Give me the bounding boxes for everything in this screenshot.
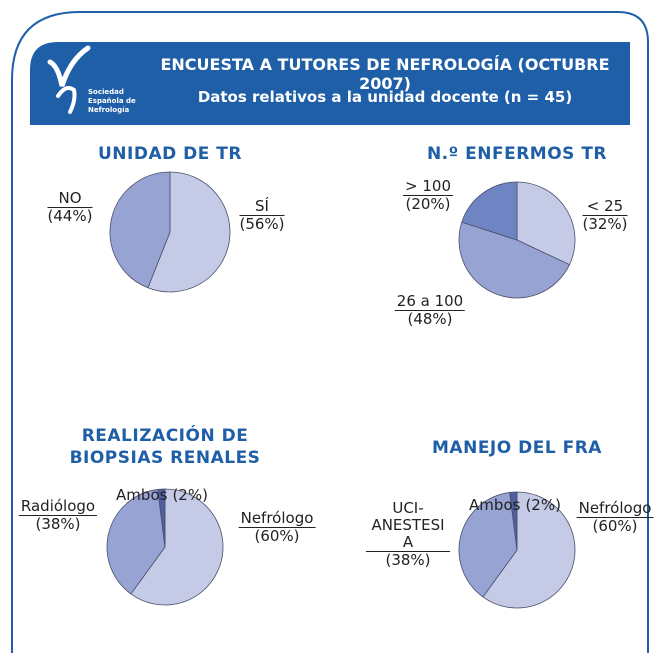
slice-label: SÍ (56%) <box>239 198 285 233</box>
pie-slice <box>461 181 518 241</box>
category-label: UCI-ANESTESIA <box>366 500 450 552</box>
logo-n <box>56 86 77 114</box>
category-label: < 25 <box>582 198 628 216</box>
header-title: ENCUESTA A TUTORES DE NEFROLOGÍA (OCTUBR… <box>160 55 610 93</box>
pie-slice <box>458 221 571 299</box>
pie-slice <box>458 492 518 598</box>
category-label: Nefrólogo <box>238 509 316 528</box>
value-label: (44%) <box>47 207 93 225</box>
pie-slice <box>482 491 576 609</box>
category-label: Ambos <box>469 496 521 514</box>
logo-text: Española de <box>88 97 136 105</box>
pie-slice <box>157 488 166 548</box>
value-label: (48%) <box>407 310 453 328</box>
frame <box>11 11 649 653</box>
value-label: (20%) <box>405 195 451 213</box>
value-label: (32%) <box>582 215 628 233</box>
category-label: SÍ <box>239 198 285 216</box>
chart-title: N.º ENFERMOS TR <box>426 144 608 164</box>
logo-check <box>47 45 91 87</box>
value-label: (2%) <box>172 486 208 504</box>
slice-label: 26 a 100 (48%) <box>394 292 466 328</box>
category-label: 26 a 100 <box>394 292 466 311</box>
header-subtitle: Datos relativos a la unidad docente (n =… <box>197 88 573 106</box>
chart-title: REALIZACIÓN DE BIOPSIAS RENALES <box>69 426 261 468</box>
slice-label: > 100 (20%) <box>403 178 453 213</box>
category-label: Radiólogo <box>18 497 98 516</box>
logo-text: Sociedad <box>88 88 124 96</box>
chart-title: UNIDAD DE TR <box>98 144 242 164</box>
pie-slice <box>516 181 576 266</box>
value-label: (38%) <box>385 551 431 569</box>
value-label: (60%) <box>254 527 300 545</box>
pie-slice <box>106 489 166 595</box>
value-label: (56%) <box>239 215 285 233</box>
slice-label: Ambos (2%) <box>469 497 561 514</box>
category-label: NO <box>47 190 93 208</box>
logo-text: Nefrología <box>88 106 130 114</box>
value-label: (38%) <box>35 515 81 533</box>
pie-slice <box>147 171 231 293</box>
slice-label: Ambos (2%) <box>116 487 208 504</box>
pie-slice <box>109 171 171 289</box>
slice-label: Nefrólogo (60%) <box>576 499 654 535</box>
slice-label: Radiólogo (38%) <box>18 497 98 533</box>
value-label: (60%) <box>592 517 638 535</box>
slice-label: UCI-ANESTESIA (38%) <box>366 500 450 569</box>
pie-slice <box>130 488 224 606</box>
category-label: Ambos <box>116 486 168 504</box>
slice-label: < 25 (32%) <box>582 198 628 233</box>
slice-label: Nefrólogo (60%) <box>238 509 316 545</box>
slice-label: NO (44%) <box>47 190 93 225</box>
value-label: (2%) <box>525 496 561 514</box>
category-label: Nefrólogo <box>576 499 654 518</box>
header-band <box>30 42 630 125</box>
pie-slice <box>509 491 518 551</box>
category-label: > 100 <box>403 177 453 196</box>
chart-title: MANEJO DEL FRA <box>432 438 602 458</box>
